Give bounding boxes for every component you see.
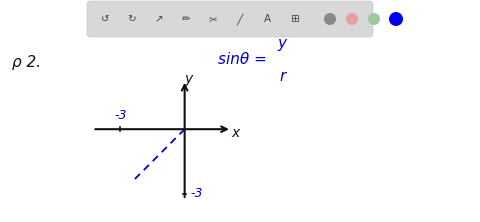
Text: ✏: ✏ xyxy=(181,14,191,24)
Text: y: y xyxy=(278,36,287,51)
Text: sinθ =: sinθ = xyxy=(218,52,272,67)
Text: ╱: ╱ xyxy=(237,13,243,25)
Text: y: y xyxy=(184,72,192,86)
Text: r: r xyxy=(279,69,286,84)
Text: -3: -3 xyxy=(114,109,127,122)
Circle shape xyxy=(389,12,403,26)
Text: x: x xyxy=(231,127,239,141)
Text: ⊞: ⊞ xyxy=(289,14,299,24)
FancyBboxPatch shape xyxy=(87,1,373,37)
Circle shape xyxy=(368,13,380,25)
Text: ↗: ↗ xyxy=(155,14,163,24)
Text: ↺: ↺ xyxy=(101,14,109,24)
Text: A: A xyxy=(264,14,271,24)
Circle shape xyxy=(324,13,336,25)
Text: ρ 2.: ρ 2. xyxy=(12,55,41,70)
Text: ↻: ↻ xyxy=(128,14,136,24)
Circle shape xyxy=(346,13,358,25)
Text: -3: -3 xyxy=(190,187,203,200)
Text: ✂: ✂ xyxy=(209,14,217,24)
